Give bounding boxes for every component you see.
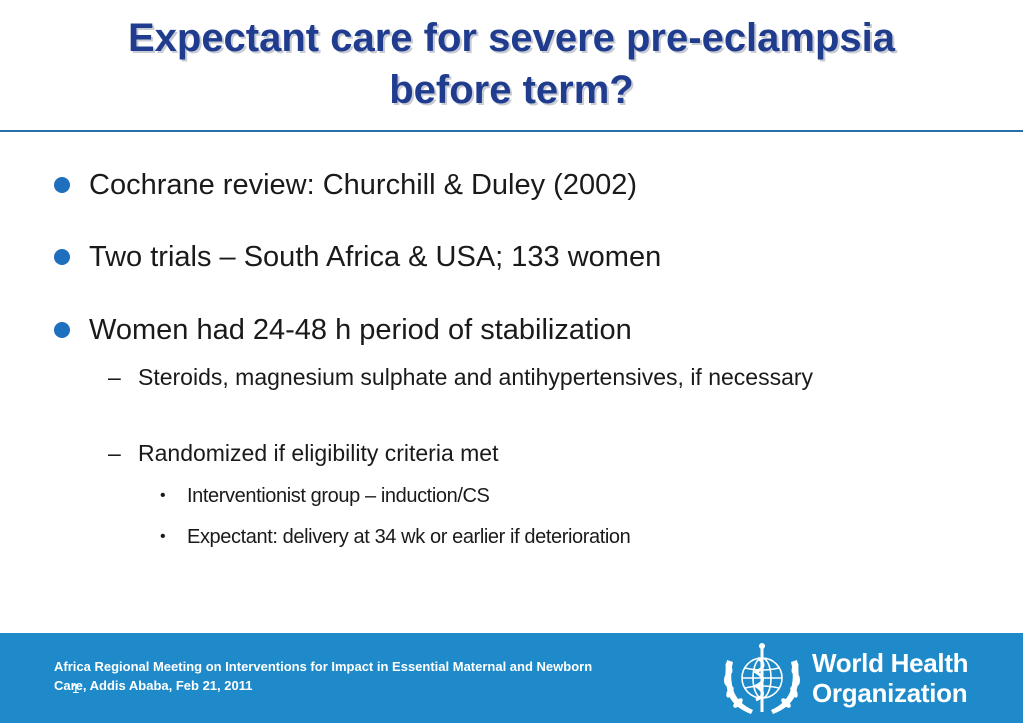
bullet-text: Women had 24-48 h period of stabilizatio… <box>89 314 632 346</box>
dash-marker: – <box>108 440 121 466</box>
bullet-dot-icon <box>54 322 70 338</box>
who-name-line-1: World Health <box>812 648 969 678</box>
bullet-text: Cochrane review: Churchill & Duley (2002… <box>89 169 638 201</box>
bullet-dot-icon <box>54 249 70 265</box>
bullet-marker: • <box>160 528 166 545</box>
bullet-marker: • <box>160 487 166 504</box>
footer-line-1: Africa Regional Meeting on Interventions… <box>54 659 593 674</box>
sub-sub-bullet-text: Expectant: delivery at 34 wk or earlier … <box>187 526 631 548</box>
slide-title: Expectant care for severe pre-eclampsia … <box>20 12 1003 116</box>
title-divider <box>0 130 1023 132</box>
dash-marker: – <box>108 364 121 390</box>
sub-sub-bullet-text: Interventionist group – induction/CS <box>187 485 490 507</box>
footer-line-2: Care, Addis Ababa, Feb 21, 2011 <box>54 678 253 693</box>
bullet-text: Two trials – South Africa & USA; 133 wom… <box>89 241 662 273</box>
sub-bullet-text: Steroids, magnesium sulphate and antihyp… <box>138 364 814 390</box>
slide-title-line-2: before term? <box>389 68 634 112</box>
footer-meeting-text: Africa Regional Meeting on Interventions… <box>54 657 674 695</box>
who-wordmark: World Health Organization <box>812 648 969 708</box>
sub-bullet-text: Randomized if eligibility criteria met <box>138 440 499 466</box>
bullet-dot-icon <box>54 177 70 193</box>
who-emblem-icon <box>724 643 800 714</box>
who-name-line-2: Organization <box>812 678 968 708</box>
page-number: 1 <box>72 681 80 696</box>
slide-title-line-1: Expectant care for severe pre-eclampsia <box>127 16 896 60</box>
footer-bar: Africa Regional Meeting on Interventions… <box>0 633 1023 723</box>
